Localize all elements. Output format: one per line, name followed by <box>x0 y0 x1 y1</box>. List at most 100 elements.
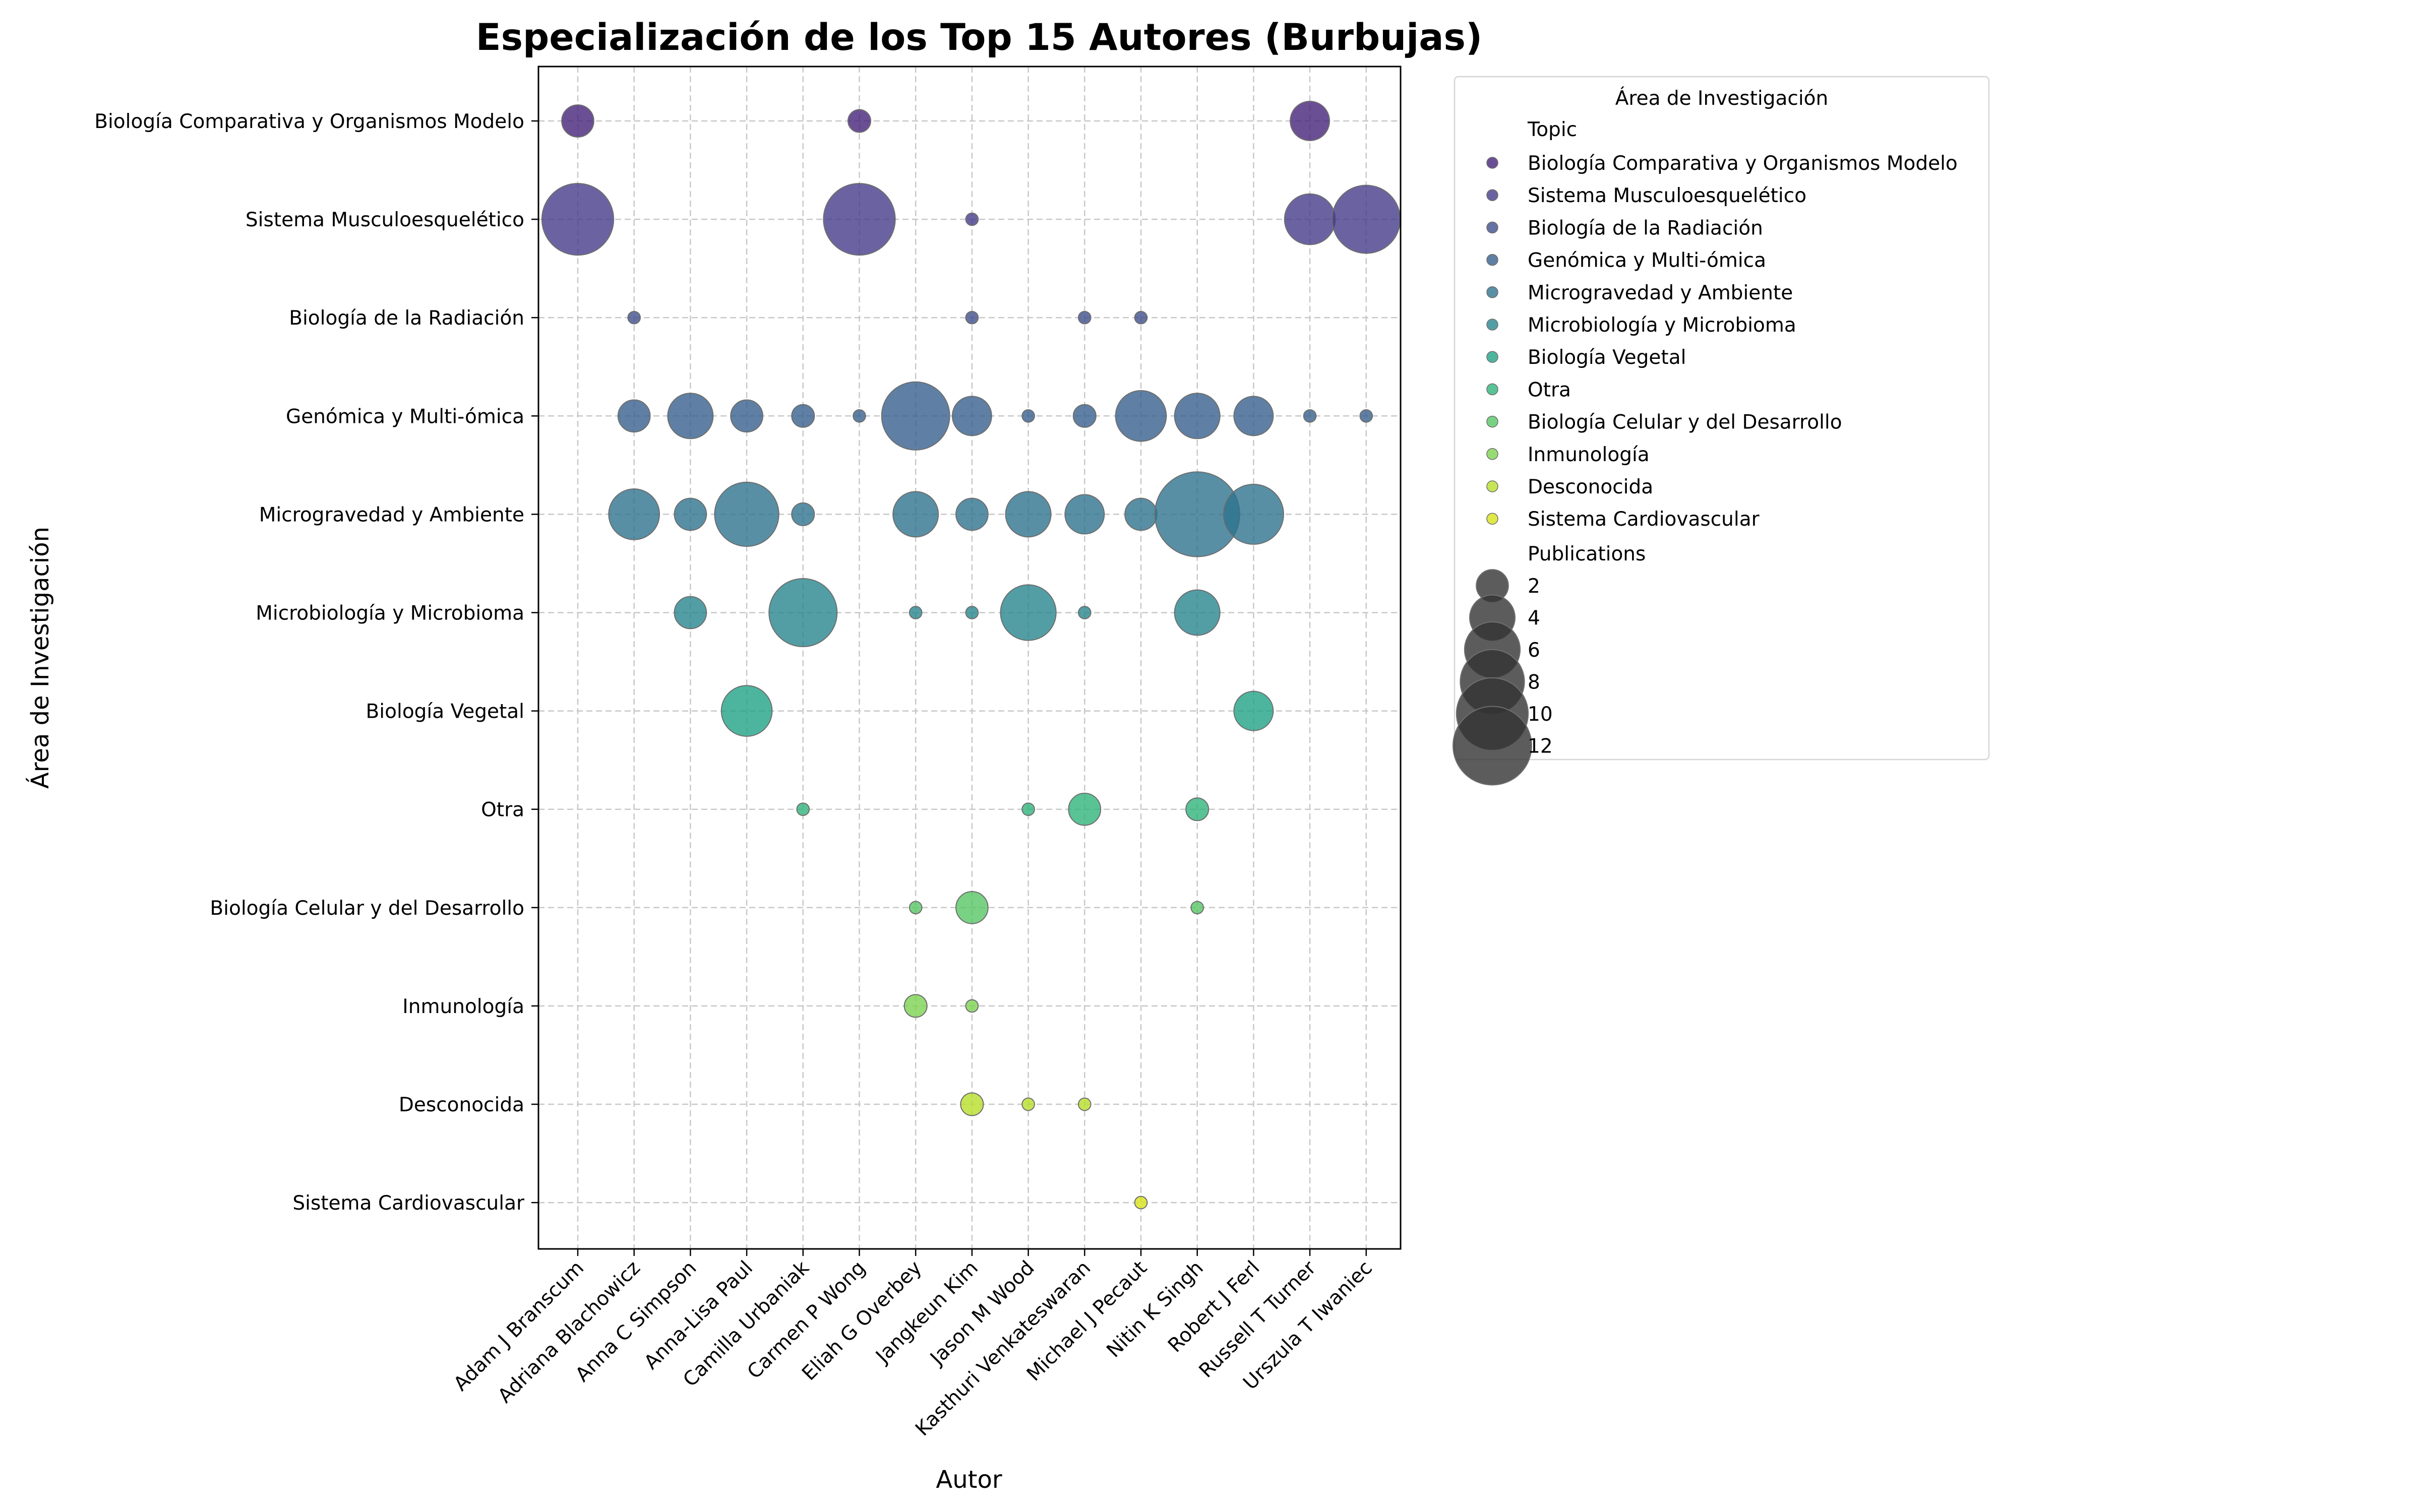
bubble-anna-c-simpson-genomica-y-multi-omica <box>667 393 714 439</box>
legend-label-biologia-comparativa-y-organismos-modelo: Biología Comparativa y Organismos Modelo <box>1528 152 1958 175</box>
bubble-russell-t-turner-sistema-musculoesqueletico <box>1284 193 1336 245</box>
bubble-adriana-blachowicz-genomica-y-multi-omica <box>617 399 651 433</box>
legend-title: Área de Investigación <box>1615 86 1829 110</box>
bubble-jangkeun-kim-microbiologia-y-microbioma <box>965 606 979 619</box>
bubble-carmen-p-wong-sistema-musculoesqueletico <box>823 182 896 256</box>
legend-marker-sistema-cardiovascular <box>1486 513 1498 525</box>
legend-marker-otra <box>1486 383 1498 396</box>
bubble-anna-c-simpson-microgravedad-y-ambiente <box>674 497 707 531</box>
bubble-nitin-k-singh-microbiologia-y-microbioma <box>1174 589 1221 636</box>
y-tick-label: Biología de la Radiación <box>289 307 524 330</box>
legend-size-label-6: 6 <box>1528 639 1540 662</box>
bubble-eliah-g-overbey-microbiologia-y-microbioma <box>909 606 923 619</box>
plot-frame <box>537 66 1402 1250</box>
bubble-camilla-urbaniak-microgravedad-y-ambiente <box>791 502 815 526</box>
bubble-urszula-t-iwaniec-genomica-y-multi-omica <box>1359 409 1373 423</box>
bubble-camilla-urbaniak-otra <box>796 802 810 816</box>
bubble-eliah-g-overbey-genomica-y-multi-omica <box>881 381 950 451</box>
bubble-kasthuri-venkateswaran-microbiologia-y-microbioma <box>1077 606 1092 619</box>
bubble-eliah-g-overbey-biologia-celular-y-del-desarrollo <box>909 901 923 915</box>
y-tick-label: Biología Comparativa y Organismos Modelo <box>94 110 524 133</box>
legend-marker-microgravedad-y-ambiente <box>1486 286 1498 298</box>
y-tick-label: Sistema Cardiovascular <box>292 1192 525 1215</box>
y-axis-label: Área de Investigación <box>26 527 54 789</box>
chart-title: Especialización de los Top 15 Autores (B… <box>476 16 1483 59</box>
y-tick-label: Desconocida <box>399 1094 524 1116</box>
legend-label-sistema-cardiovascular: Sistema Cardiovascular <box>1528 508 1760 531</box>
legend-marker-biologia-vegetal <box>1486 351 1498 363</box>
bubble-michael-j-pecaut-biologia-de-la-radiacion <box>1134 310 1148 325</box>
x-tick-label: Nitin K Singh <box>1102 1256 1207 1362</box>
legend-marker-sistema-musculoesqueletico <box>1486 189 1498 201</box>
bubble-nitin-k-singh-genomica-y-multi-omica <box>1174 393 1221 439</box>
y-tick-label: Inmunología <box>402 995 524 1018</box>
y-tick-label: Otra <box>481 799 524 822</box>
bubble-adriana-blachowicz-microgravedad-y-ambiente <box>608 488 660 540</box>
bubble-jangkeun-kim-biologia-de-la-radiacion <box>965 310 979 325</box>
legend-size-label-2: 2 <box>1528 575 1540 598</box>
bubble-urszula-t-iwaniec-sistema-musculoesqueletico <box>1332 184 1401 254</box>
legend-size-label-10: 10 <box>1528 703 1553 726</box>
bubble-nitin-k-singh-otra <box>1185 797 1209 822</box>
bubble-carmen-p-wong-biologia-comparativa-y-organismos-modelo <box>848 109 871 133</box>
x-tick-label: Jangkeun Kim <box>871 1256 983 1368</box>
legend-label-microgravedad-y-ambiente: Microgravedad y Ambiente <box>1528 282 1793 304</box>
bubble-michael-j-pecaut-genomica-y-multi-omica <box>1115 390 1167 442</box>
bubble-kasthuri-venkateswaran-biologia-de-la-radiacion <box>1077 310 1092 325</box>
legend-size-label-4: 4 <box>1528 607 1540 630</box>
bubble-jangkeun-kim-inmunologia <box>965 999 979 1013</box>
legend-size-marker-12 <box>1453 706 1532 786</box>
legend-label-biologia-celular-y-del-desarrollo: Biología Celular y del Desarrollo <box>1528 411 1842 434</box>
bubble-jason-m-wood-microgravedad-y-ambiente <box>1005 491 1052 538</box>
bubble-michael-j-pecaut-sistema-cardiovascular <box>1134 1195 1148 1210</box>
bubble-jason-m-wood-desconocida <box>1021 1097 1035 1111</box>
bubble-robert-j-ferl-genomica-y-multi-omica <box>1233 396 1274 436</box>
legend-marker-desconocida <box>1486 480 1498 492</box>
bubble-russell-t-turner-biologia-comparativa-y-organismos-modelo <box>1290 101 1330 141</box>
legend-marker-genomica-y-multi-omica <box>1486 254 1498 266</box>
legend-marker-microbiologia-y-microbioma <box>1486 319 1498 331</box>
legend-size-label-8: 8 <box>1528 671 1540 694</box>
bubble-kasthuri-venkateswaran-microgravedad-y-ambiente <box>1064 494 1105 535</box>
bubble-jangkeun-kim-desconocida <box>960 1092 984 1116</box>
bubble-michael-j-pecaut-microgravedad-y-ambiente <box>1124 497 1158 531</box>
bubble-jason-m-wood-genomica-y-multi-omica <box>1021 409 1035 423</box>
bubble-adam-j-branscum-biologia-comparativa-y-organismos-modelo <box>561 104 594 138</box>
legend-marker-biologia-de-la-radiacion <box>1486 221 1498 234</box>
bubble-jangkeun-kim-microgravedad-y-ambiente <box>955 497 989 531</box>
y-axis-ticks: Biología Comparativa y Organismos Modelo… <box>94 110 538 1215</box>
legend-marker-biologia-celular-y-del-desarrollo <box>1486 415 1498 428</box>
bubble-jangkeun-kim-sistema-musculoesqueletico <box>965 212 979 226</box>
legend-frame <box>1454 76 1990 761</box>
y-tick-label: Biología Celular y del Desarrollo <box>210 897 524 920</box>
bubble-jason-m-wood-otra <box>1021 802 1035 816</box>
y-tick-label: Sistema Musculoesquelético <box>246 209 524 231</box>
bubble-anna-c-simpson-microbiologia-y-microbioma <box>674 596 707 629</box>
bubble-kasthuri-venkateswaran-desconocida <box>1077 1097 1092 1111</box>
legend-label-biologia-de-la-radiacion: Biología de la Radiación <box>1528 217 1763 239</box>
bubble-adam-j-branscum-sistema-musculoesqueletico <box>541 182 615 256</box>
bubble-nitin-k-singh-biologia-celular-y-del-desarrollo <box>1190 901 1204 915</box>
bubble-carmen-p-wong-genomica-y-multi-omica <box>853 409 866 423</box>
gridlines <box>538 67 1401 1249</box>
legend-marker-inmunologia <box>1486 448 1498 460</box>
y-tick-label: Microbiología y Microbioma <box>256 602 524 625</box>
bubble-kasthuri-venkateswaran-otra <box>1068 792 1102 826</box>
bubble-anna-lisa-paul-genomica-y-multi-omica <box>730 399 763 433</box>
bubble-camilla-urbaniak-microbiologia-y-microbioma <box>768 578 838 647</box>
legend-label-otra: Otra <box>1528 379 1571 401</box>
legend-label-desconocida: Desconocida <box>1528 476 1653 498</box>
legend-marker-biologia-comparativa-y-organismos-modelo <box>1486 157 1498 169</box>
bubbles <box>541 101 1401 1210</box>
bubble-eliah-g-overbey-microgravedad-y-ambiente <box>892 491 939 538</box>
bubble-kasthuri-venkateswaran-genomica-y-multi-omica <box>1072 404 1097 428</box>
bubble-robert-j-ferl-microgravedad-y-ambiente <box>1223 483 1284 545</box>
bubble-russell-t-turner-genomica-y-multi-omica <box>1303 409 1317 423</box>
bubble-anna-lisa-paul-microgravedad-y-ambiente <box>714 481 779 547</box>
y-tick-label: Genómica y Multi-ómica <box>286 405 524 428</box>
legend-label-genomica-y-multi-omica: Genómica y Multi-ómica <box>1528 249 1766 272</box>
legend-label-inmunologia: Inmunología <box>1528 444 1650 466</box>
legend-label-microbiologia-y-microbioma: Microbiología y Microbioma <box>1528 314 1796 337</box>
